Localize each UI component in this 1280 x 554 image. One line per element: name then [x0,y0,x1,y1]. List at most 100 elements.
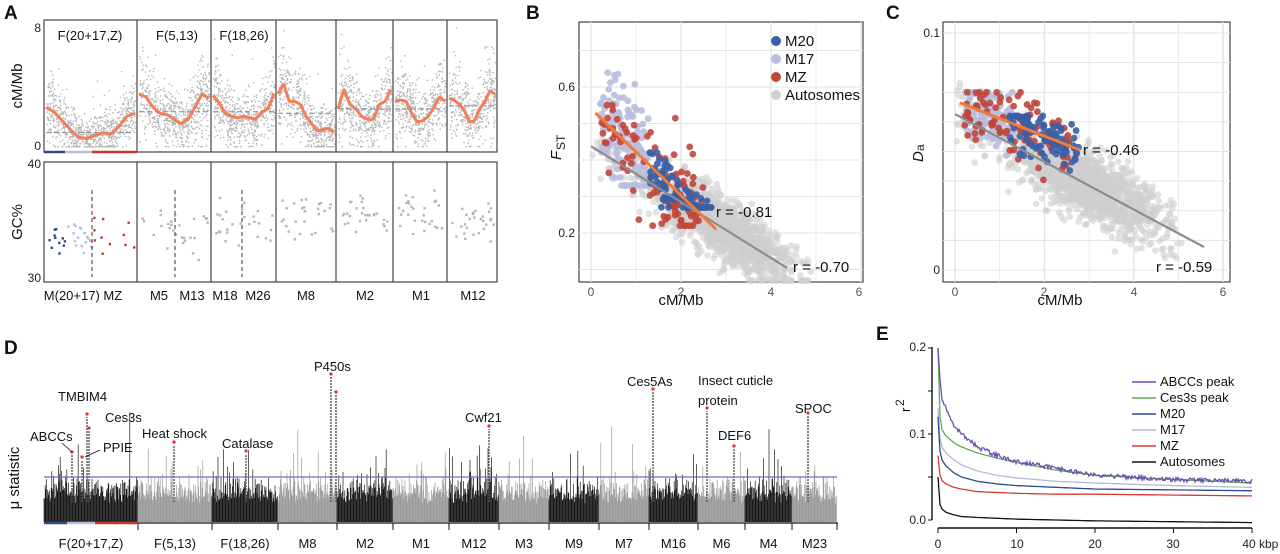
a-cm-point [301,79,303,81]
a-cm-point [487,112,489,114]
a-cm-point [492,48,495,50]
a-cm-point [107,120,109,122]
a-cm-point [406,94,408,97]
a-cm-point [95,142,97,145]
a-cm-point [413,142,416,144]
a-cm-point [351,79,353,82]
a-cm-point [344,78,346,80]
a-cm-point [463,92,466,95]
a-cm-point [395,96,398,98]
a-cm-point [163,129,165,132]
a-cm-point [424,124,426,127]
a-cm-point [377,146,380,148]
a-cm-point [352,78,354,80]
a-cm-point [242,95,244,98]
a-cm-point [284,96,286,98]
a-cm-point [61,111,63,113]
a-cm-point [91,125,93,127]
a-cm-point [164,124,166,126]
a-cm-point [316,146,318,148]
a-cm-point [157,128,159,131]
a-cm-point [489,103,492,105]
a-cm-point [247,130,250,132]
a-cm-point [52,117,54,119]
a-cm-point [184,88,186,90]
a-cm-point [127,107,130,109]
a-cm-point [328,146,331,148]
a-cm-point [338,83,341,85]
a-cm-point [436,124,438,126]
a-cm-point [384,137,387,140]
a-cm-point [310,144,312,147]
a-cm-point [176,101,178,103]
a-cm-point [177,105,179,107]
a-cm-point [272,114,275,117]
a-cm-point [410,116,412,119]
a-cm-point [418,114,420,116]
a-cm-point [478,127,480,129]
a-cm-point [440,88,442,91]
a-cm-point [488,74,491,76]
a-cm-point [425,123,428,125]
a-gc-point [269,239,272,242]
a-gc-point [218,196,222,200]
a-cm-point [358,92,361,94]
a-cm-point [435,99,437,101]
a-cm-point [491,79,493,81]
panel-b-marks [578,21,864,284]
a-cm-point [384,85,387,87]
autosome-point [678,239,686,246]
a-cm-point [220,117,222,119]
a-cm-point [229,120,231,123]
a-cm-point [284,80,287,82]
a-cm-point [244,136,247,138]
a-gc-point [405,201,408,205]
a-cm-point [187,127,190,129]
a-cm-point [197,64,199,66]
a-cm-point [208,71,210,74]
a-cm-point [172,102,175,105]
a-cm-point [427,140,430,143]
a-cm-point [306,145,309,147]
a-cm-point [423,93,425,95]
a-cm-point [218,130,221,132]
a-cm-point [494,107,496,109]
a-cm-point [194,102,196,104]
a-cm-point [296,111,298,114]
a-cm-point [208,100,211,103]
a-cm-point [368,128,370,130]
a-cm-point [474,127,477,130]
a-cm-point [174,103,176,105]
a-cm-point [475,123,478,126]
a-gc-point [314,231,317,235]
a-cm-point [183,114,185,117]
a-cm-point [271,104,273,107]
a-cm-point [131,119,133,122]
a-cm-point [148,105,151,107]
a-cm-point [477,126,480,128]
a-cm-point [287,123,290,125]
a-cm-point [317,120,320,122]
a-cm-point [287,73,289,75]
a-cm-point [274,112,276,114]
a-cm-point [201,60,203,62]
a-gc-point [355,207,358,210]
a-cm-point [323,144,326,146]
a-cm-point [454,115,456,117]
a-cm-point [75,118,77,120]
a-cm-point [125,92,127,94]
a-cm-point [284,73,287,75]
a-cm-point [127,135,129,138]
a-cm-point [397,102,400,104]
a-cm-point [338,141,340,143]
a-cm-point [264,76,267,78]
a-cm-point [494,77,497,80]
a-cm-point [89,129,92,131]
a-gc-point [192,217,196,220]
a-gc-point [72,232,75,235]
a-cm-point [343,46,345,48]
a-cm-point [199,88,202,91]
a-cm-point [87,139,89,141]
a-cm-point [233,89,236,91]
a-cm-point [477,116,480,118]
